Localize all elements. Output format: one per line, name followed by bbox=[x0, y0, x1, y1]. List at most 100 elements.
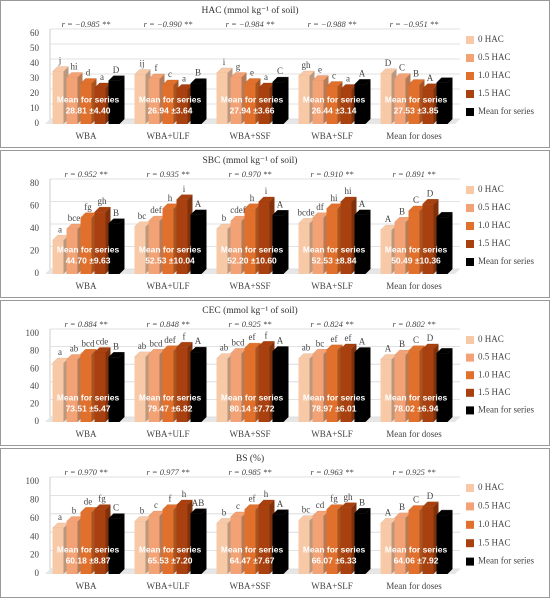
significance-letter: c bbox=[154, 500, 158, 510]
mean-label: 28.81 ±4.40 bbox=[66, 105, 111, 115]
legend-label: 1.0 HAC bbox=[478, 220, 511, 230]
bar bbox=[394, 517, 406, 574]
significance-letter: hi bbox=[70, 62, 78, 72]
bar bbox=[272, 82, 284, 124]
legend-label: Mean for series bbox=[478, 106, 534, 116]
y-tick-label: 100 bbox=[26, 476, 40, 486]
significance-letter: bce bbox=[68, 213, 81, 223]
bar bbox=[108, 518, 120, 574]
legend-label: 1.5 HAC bbox=[478, 537, 511, 547]
significance-letter: A bbox=[359, 337, 366, 347]
mean-caption: Mean for series bbox=[221, 544, 284, 554]
bar bbox=[312, 217, 324, 274]
bar bbox=[272, 514, 284, 574]
bar bbox=[422, 204, 434, 274]
bar bbox=[436, 82, 448, 124]
bar bbox=[258, 88, 270, 124]
bar bbox=[216, 229, 228, 274]
significance-letter: bcd bbox=[82, 338, 95, 348]
significance-letter: bc bbox=[302, 505, 311, 515]
x-tick-label: WBA+SLF bbox=[311, 281, 353, 291]
y-tick-label: 10 bbox=[30, 103, 40, 113]
y-tick-label: 0 bbox=[35, 416, 40, 426]
bar bbox=[162, 350, 174, 422]
mean-caption: Mean for series bbox=[139, 392, 202, 402]
significance-letter: a bbox=[58, 512, 62, 522]
significance-letter: cdef bbox=[230, 205, 246, 215]
mean-label: 27.94 ±3.66 bbox=[230, 105, 275, 115]
bar bbox=[422, 348, 434, 422]
bar bbox=[394, 222, 406, 274]
x-tick-label: Mean for doses bbox=[386, 131, 442, 141]
bar bbox=[66, 229, 78, 274]
mean-caption: Mean for series bbox=[385, 94, 448, 104]
legend-swatch bbox=[466, 406, 474, 415]
mean-label: 66.07 ±6.33 bbox=[312, 555, 357, 565]
bar bbox=[148, 516, 160, 574]
significance-letter: A bbox=[427, 73, 434, 83]
bar bbox=[272, 215, 284, 274]
legend-label: 1.0 HAC bbox=[478, 519, 511, 529]
r-label: r = 0.963 ** bbox=[310, 467, 354, 477]
significance-letter: C bbox=[113, 503, 119, 513]
bar bbox=[340, 507, 352, 574]
bar bbox=[190, 352, 202, 422]
bar bbox=[108, 80, 120, 124]
significance-letter: C bbox=[277, 66, 283, 76]
x-tick-label: WBA bbox=[76, 429, 97, 439]
bar bbox=[190, 83, 202, 124]
bar-side bbox=[201, 347, 207, 422]
bar bbox=[52, 363, 64, 422]
bar bbox=[148, 354, 160, 422]
significance-letter: a bbox=[100, 72, 104, 82]
bar bbox=[326, 509, 338, 574]
bar bbox=[326, 86, 338, 124]
y-tick-label: 0 bbox=[35, 118, 40, 128]
bar bbox=[408, 211, 420, 274]
significance-letter: B bbox=[399, 339, 405, 349]
significance-letter: bcd bbox=[232, 337, 245, 347]
significance-letter: h bbox=[250, 193, 255, 203]
y-tick-label: 60 bbox=[30, 513, 40, 523]
mean-caption: Mean for series bbox=[57, 392, 120, 402]
bar bbox=[298, 520, 310, 574]
r-label: r = −0.988 ** bbox=[308, 19, 358, 29]
significance-letter: cd bbox=[316, 500, 325, 510]
x-tick-label: Mean for doses bbox=[386, 281, 442, 291]
significance-letter: c bbox=[236, 501, 240, 511]
significance-letter: ij bbox=[139, 59, 144, 69]
mean-label: 73.51 ±5.47 bbox=[66, 403, 111, 413]
bar bbox=[354, 352, 366, 422]
y-tick-label: 50 bbox=[30, 43, 40, 53]
x-tick-label: WBA+ULF bbox=[146, 581, 189, 591]
y-tick-label: 30 bbox=[30, 73, 40, 83]
x-tick-label: WBA+SLF bbox=[311, 131, 353, 141]
bar bbox=[298, 358, 310, 422]
bar-side bbox=[283, 346, 289, 422]
mean-label: 65.53 ±7.20 bbox=[148, 555, 193, 565]
r-label: r = 0.952 ** bbox=[64, 169, 108, 179]
legend-swatch bbox=[466, 222, 474, 230]
bar bbox=[380, 523, 392, 574]
bar bbox=[162, 208, 174, 274]
x-tick-label: WBA bbox=[76, 581, 97, 591]
significance-letter: B bbox=[399, 502, 405, 512]
bar bbox=[408, 350, 420, 422]
legend-label: 0 HAC bbox=[478, 184, 504, 194]
significance-letter: fg bbox=[84, 202, 92, 212]
mean-label: 80.14 ±7.72 bbox=[230, 403, 275, 413]
mean-caption: Mean for series bbox=[57, 94, 120, 104]
significance-letter: cde bbox=[96, 337, 109, 347]
mean-caption: Mean for series bbox=[139, 94, 202, 104]
legend-label: 0 HAC bbox=[478, 482, 504, 492]
bar bbox=[312, 80, 324, 124]
x-tick-label: WBA+SSF bbox=[229, 131, 270, 141]
y-tick-label: 20 bbox=[30, 88, 40, 98]
panel-title: SBC (mmol kg⁻¹ of soil) bbox=[203, 155, 298, 166]
r-label: r = 0.985 ** bbox=[228, 467, 272, 477]
bar bbox=[312, 516, 324, 574]
significance-letter: B bbox=[113, 208, 119, 218]
significance-letter: D bbox=[427, 188, 434, 198]
x-tick-label: WBA bbox=[76, 131, 97, 141]
